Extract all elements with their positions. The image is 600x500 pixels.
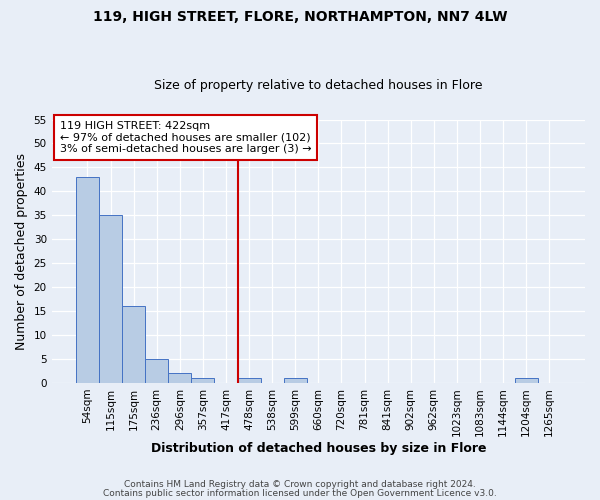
Bar — [76, 177, 99, 383]
Text: 119 HIGH STREET: 422sqm
← 97% of detached houses are smaller (102)
3% of semi-de: 119 HIGH STREET: 422sqm ← 97% of detache… — [59, 121, 311, 154]
X-axis label: Distribution of detached houses by size in Flore: Distribution of detached houses by size … — [151, 442, 486, 455]
Y-axis label: Number of detached properties: Number of detached properties — [15, 152, 28, 350]
Text: Contains public sector information licensed under the Open Government Licence v3: Contains public sector information licen… — [103, 488, 497, 498]
Bar — [284, 378, 307, 383]
Bar — [99, 216, 122, 383]
Text: 119, HIGH STREET, FLORE, NORTHAMPTON, NN7 4LW: 119, HIGH STREET, FLORE, NORTHAMPTON, NN… — [93, 10, 507, 24]
Bar — [191, 378, 214, 383]
Bar — [168, 374, 191, 383]
Bar — [122, 306, 145, 383]
Bar — [515, 378, 538, 383]
Bar — [145, 359, 168, 383]
Title: Size of property relative to detached houses in Flore: Size of property relative to detached ho… — [154, 79, 482, 92]
Text: Contains HM Land Registry data © Crown copyright and database right 2024.: Contains HM Land Registry data © Crown c… — [124, 480, 476, 489]
Bar — [238, 378, 260, 383]
